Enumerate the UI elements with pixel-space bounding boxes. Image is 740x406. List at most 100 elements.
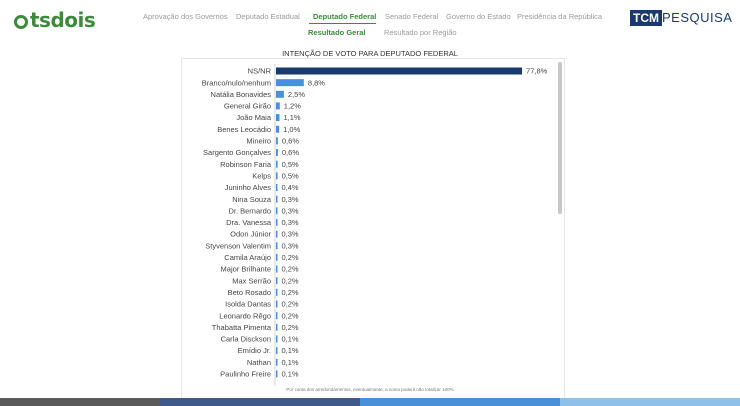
header: tsdois Aprovação dos Governos Deputado E… [0,0,740,44]
nav-presidencia[interactable]: Presidência da República [517,12,603,21]
category-label: Isolda Dantas [225,300,271,309]
category-label: Thabatta Pimenta [212,323,272,332]
bar[interactable] [276,370,278,378]
value-label: 0,2% [282,288,299,297]
bottom-bar-segment [560,398,740,406]
bar[interactable] [276,184,278,191]
category-label: General Girão [224,102,271,111]
category-label: Juninho Alves [225,183,272,192]
category-label: Mineiro [246,137,271,146]
tcm-pesquisa-logo[interactable]: TCM PESQUISA [630,10,732,26]
category-label: Dra. Vanessa [226,218,272,227]
bar[interactable] [276,323,278,331]
value-label: 77,8% [526,67,548,76]
value-label: 0,1% [282,335,299,344]
value-label: 0,5% [282,171,299,180]
bar[interactable] [276,149,278,157]
bar[interactable] [276,79,304,87]
category-label: Sargento Gonçalves [203,148,271,157]
value-label: 1,0% [283,125,300,134]
value-label: 0,2% [282,276,299,285]
category-label: Beto Rosado [228,288,271,297]
bar[interactable] [276,218,278,226]
category-label: Kelps [252,171,271,180]
category-label: Robinson Faria [220,160,272,169]
category-label: Camila Araújo [224,253,271,262]
bar[interactable] [276,114,280,122]
tsdois-logo[interactable]: tsdois [14,8,96,32]
chart-scrollbar[interactable] [558,62,562,214]
bottom-bar-segment [360,398,560,406]
logo-text: tsdois [30,8,96,32]
bar[interactable] [276,265,278,273]
bar[interactable] [276,312,278,320]
logo-circle-icon [14,15,28,29]
bar[interactable] [276,102,280,110]
bar[interactable] [276,230,278,238]
category-label: Styvenson Valentim [205,241,271,250]
value-label: 0,3% [282,241,299,250]
bar[interactable] [276,125,280,133]
active-nav-underline [309,23,376,24]
category-label: Odon Júnior [230,230,271,239]
value-label: 0,4% [282,183,299,192]
value-label: 1,1% [283,113,300,122]
value-label: 0,2% [282,323,299,332]
bar[interactable] [276,160,278,168]
category-label: Benes Leocádio [217,125,271,134]
footnote: Por conta dos arredondamentos, eventualm… [286,387,454,392]
bar[interactable] [276,300,278,308]
category-label: Paulinho Freire [220,370,271,379]
value-label: 0,1% [282,358,299,367]
value-label: 0,2% [282,265,299,274]
value-label: 0,3% [282,230,299,239]
bar[interactable] [276,90,284,98]
value-label: 0,2% [282,311,299,320]
nav-deputado-estadual[interactable]: Deputado Estadual [236,12,300,21]
value-label: 1,2% [284,102,301,111]
brand-pesquisa: PESQUISA [662,10,733,25]
category-label: NS/NR [248,67,272,76]
bar[interactable] [276,172,278,180]
value-label: 0,3% [282,195,299,204]
subnav-resultado-geral[interactable]: Resultado Geral [308,28,366,37]
value-label: 8,8% [308,78,325,87]
category-label: Nina Souza [232,195,272,204]
bar[interactable] [276,358,278,366]
category-label: Branco/nulo/nenhum [202,78,271,87]
value-label: 0,1% [282,370,299,379]
bar[interactable] [276,242,278,250]
chart-title: INTENÇÃO DE VOTO PARA DEPUTADO FEDERAL [282,49,458,58]
value-label: 0,2% [282,253,299,262]
bar[interactable] [276,195,278,203]
nav-senado-federal[interactable]: Senado Federal [385,12,439,21]
bar[interactable] [276,288,278,296]
value-label: 0,1% [282,346,299,355]
value-label: 0,3% [282,206,299,215]
category-label: Nathan [247,358,271,367]
bottom-bar-segment [0,398,160,406]
category-label: Major Brilhante [221,265,271,274]
bar[interactable] [276,137,278,145]
value-label: 0,3% [282,218,299,227]
category-label: Max Serrão [232,276,271,285]
brand-tcm: TCM [630,10,662,26]
chart-container [181,58,565,400]
subnav-resultado-regiao[interactable]: Resultado por Região [384,28,457,37]
category-label: Dr. Bernardo [228,206,271,215]
bar[interactable] [276,253,278,261]
category-label: João Maia [236,113,271,122]
value-label: 0,5% [282,160,299,169]
nav-aprovacao-governos[interactable]: Aprovação dos Governos [143,12,228,21]
nav-deputado-federal[interactable]: Deputado Federal [313,12,377,21]
category-label: Emídio Jr. [238,346,271,355]
category-label: Carla Disckson [221,335,271,344]
nav-governo-estado[interactable]: Governo do Estado [446,12,511,21]
bar[interactable] [276,277,278,285]
bottom-color-bar [0,398,740,406]
value-label: 0,2% [282,300,299,309]
bar[interactable] [276,67,523,75]
bar[interactable] [276,335,278,343]
bar[interactable] [276,347,278,355]
bar[interactable] [276,207,278,215]
